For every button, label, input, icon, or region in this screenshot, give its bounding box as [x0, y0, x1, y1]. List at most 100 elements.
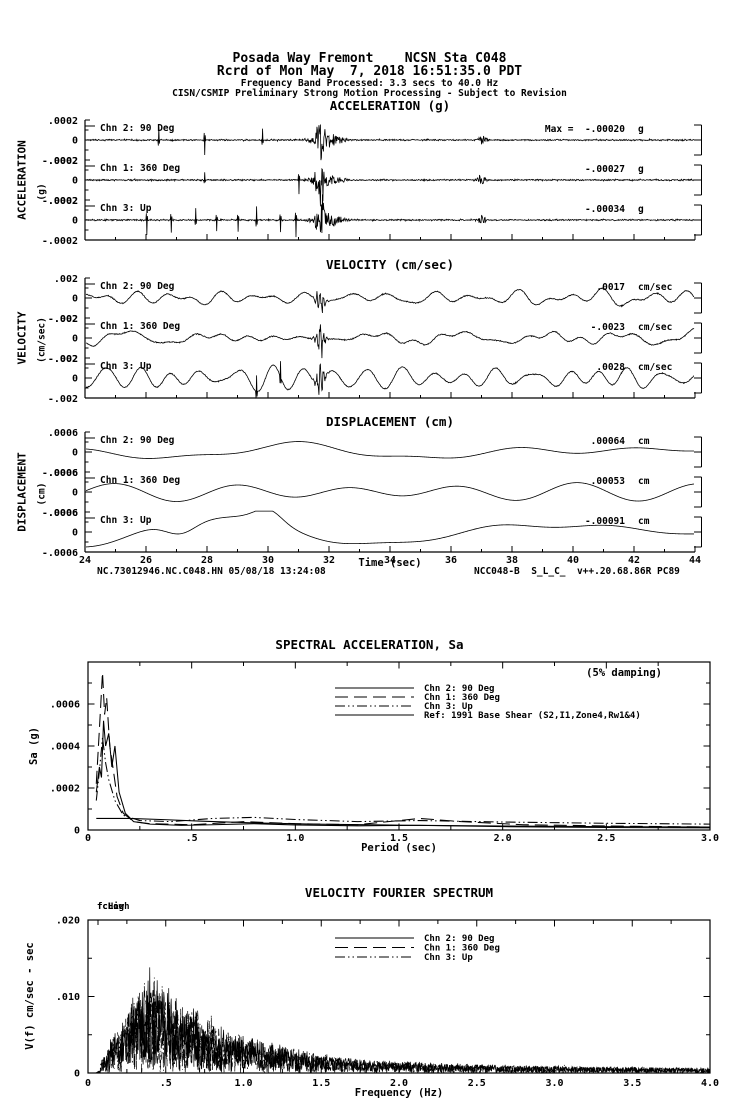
seismic-trace — [85, 124, 695, 161]
fourier-spectrum-title: VELOCITY FOURIER SPECTRUM — [304, 885, 494, 900]
y-tick-label: .0006 — [48, 508, 78, 519]
time-tick-label: 34 — [384, 555, 396, 566]
sa-x-tick-label: 1.5 — [390, 833, 408, 844]
y-tick-label: -.002 — [48, 354, 78, 365]
y-tick-label: -.0006 — [42, 468, 78, 479]
seismic-trace — [85, 510, 694, 548]
sa-x-tick-label: 3.0 — [701, 833, 719, 844]
legend-entry: Chn 1: 360 Deg — [424, 944, 500, 954]
header-freqband-line: Frequency Band Processed: 3.3 secs to 40… — [240, 78, 499, 89]
fourier-x-tick-label: 3.0 — [545, 1078, 563, 1089]
y-tick-label: .002 — [54, 354, 78, 365]
header-station-line: Posada Way Fremont NCSN Sta C048 — [232, 51, 507, 66]
channel-label: Chn 3: Up — [100, 361, 152, 372]
time-tick-label: 44 — [689, 555, 701, 566]
peak-unit: cm — [638, 516, 650, 527]
y-tick-label: 0 — [72, 176, 78, 187]
time-tick-label: 42 — [628, 555, 640, 566]
seismic-trace — [85, 361, 695, 399]
y-tick-label: .002 — [54, 274, 78, 285]
record-id-footer: NC.73012946.NC.C048.HN 05/08/18 13:24:08 — [97, 566, 326, 577]
y-tick-label: -.0006 — [42, 548, 78, 559]
fourier-y-tick-label: .010 — [56, 992, 80, 1003]
legend-entry: Ref: 1991 Base Shear (S2,I1,Zone4,Rw1&4) — [424, 711, 641, 721]
channel-label: Chn 3: Up — [100, 203, 152, 214]
fourier-plot-frame — [87, 919, 711, 1074]
legend-entry: Chn 2: 90 Deg — [424, 684, 494, 694]
time-tick-label: 26 — [140, 555, 152, 566]
peak-unit: cm — [638, 476, 650, 487]
y-tick-label: 0 — [72, 216, 78, 227]
velocity-section-title: VELOCITY (cm/sec) — [326, 257, 454, 272]
sa-x-tick-label: 1.0 — [286, 833, 304, 844]
channel-label: Chn 2: 90 Deg — [100, 281, 175, 292]
peak-value: -.0023 — [591, 322, 626, 333]
seismic-trace — [85, 287, 695, 314]
y-tick-label: -.0002 — [42, 236, 78, 247]
channel-label: Chn 2: 90 Deg — [100, 123, 175, 134]
fourier-trace — [91, 977, 711, 1075]
peak-unit: cm — [638, 436, 650, 447]
time-tick-label: 38 — [506, 555, 518, 566]
peak-value: -.00091 — [585, 516, 625, 527]
seismic-trace — [85, 324, 695, 359]
channel-label: Chn 1: 360 Deg — [100, 163, 180, 174]
sa-plot-frame — [87, 661, 711, 831]
peak-unit: cm/sec — [638, 282, 672, 293]
y-tick-label: -.0006 — [42, 508, 78, 519]
y-tick-label: .002 — [54, 314, 78, 325]
sa-curve — [95, 672, 711, 828]
channel-label: Chn 2: 90 Deg — [100, 435, 175, 446]
fourier-x-tick-label: 2.5 — [468, 1078, 486, 1089]
channel-label: Chn 3: Up — [100, 515, 152, 526]
time-tick-label: 32 — [323, 555, 335, 566]
y-tick-label: -.002 — [48, 394, 78, 405]
peak-unit: g — [638, 124, 644, 135]
y-tick-label: -.0002 — [42, 156, 78, 167]
fourier-x-tick-label: 0 — [85, 1078, 91, 1089]
peak-value: -.00027 — [585, 164, 625, 175]
channel-label: Chn 1: 360 Deg — [100, 475, 180, 486]
y-tick-label: 0 — [72, 334, 78, 345]
sa-y-tick-label: .0006 — [50, 700, 80, 711]
acceleration-section-title: ACCELERATION (g) — [329, 98, 451, 113]
processing-footer: NCC048-B S_L_C_ v++.20.68.86R PC89 — [474, 566, 680, 577]
channel-label: Chn 1: 360 Deg — [100, 321, 180, 332]
seismic-trace — [85, 194, 695, 238]
y-tick-label: 0 — [72, 448, 78, 459]
seismic-trace — [85, 482, 695, 502]
legend-entry: Chn 3: Up — [424, 702, 473, 712]
peak-value: Max = -.00020 — [545, 124, 625, 135]
sa-y-tick-label: .0004 — [50, 742, 80, 753]
time-tick-label: 30 — [262, 555, 274, 566]
peak-unit: cm/sec — [638, 322, 672, 333]
time-tick-label: 24 — [79, 555, 91, 566]
peak-value: -.00034 — [585, 204, 625, 215]
fourier-y-tick-label: 0 — [74, 1069, 80, 1080]
y-tick-label: 0 — [72, 294, 78, 305]
y-tick-label: 0 — [72, 136, 78, 147]
y-tick-label: .0006 — [48, 428, 78, 439]
sa-y-tick-label: .0002 — [50, 784, 80, 795]
fc-high-marker: fcHigh — [97, 902, 130, 912]
sa-curve — [95, 720, 711, 829]
y-tick-label: 0 — [72, 528, 78, 539]
sa-y-tick-label: 0 — [74, 826, 80, 837]
y-tick-label: 0 — [72, 374, 78, 385]
y-tick-label: .0002 — [48, 156, 78, 167]
peak-value: .0028 — [596, 362, 625, 373]
fourier-y-tick-label: .020 — [56, 916, 80, 927]
peak-value: .0017 — [596, 282, 625, 293]
peak-value: .00064 — [591, 436, 626, 447]
peak-value: .00053 — [591, 476, 626, 487]
y-tick-label: .0002 — [48, 116, 78, 127]
time-tick-label: 36 — [445, 555, 457, 566]
header-record-line: Rcrd of Mon May 7, 2018 16:51:35.0 PDT — [216, 64, 523, 79]
y-tick-label: .0002 — [48, 196, 78, 207]
fourier-x-tick-label: 4.0 — [701, 1078, 719, 1089]
sa-curve — [95, 737, 711, 825]
sa-x-tick-label: 0 — [85, 833, 91, 844]
sa-x-tick-label: 2.5 — [597, 833, 615, 844]
legend-entry: Chn 3: Up — [424, 953, 473, 963]
